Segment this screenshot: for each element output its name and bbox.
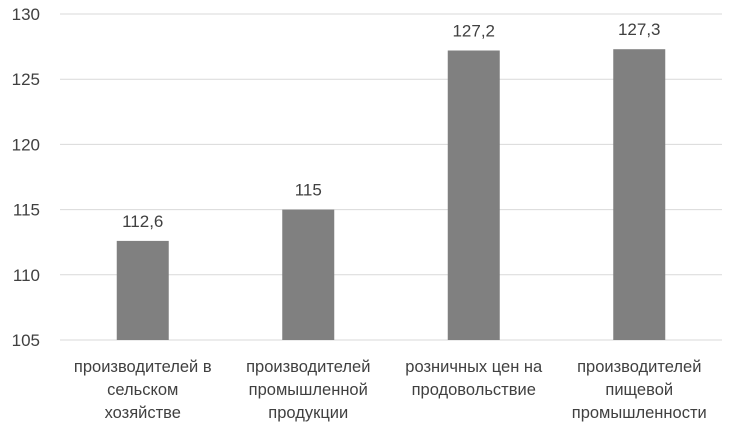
y-tick-label: 125: [12, 70, 40, 89]
y-tick-label: 115: [13, 201, 40, 220]
x-category-label: производителей пищевой промышленности: [572, 358, 707, 422]
category-labels: производителей в сельском хозяйстве произво…: [74, 358, 707, 422]
data-label: 127,3: [618, 20, 661, 39]
x-category-label: производителей в сельском хозяйстве: [74, 358, 212, 422]
data-label: 115: [295, 181, 322, 200]
bar: [447, 50, 500, 341]
data-label: 127,2: [452, 22, 495, 41]
data-labels: 112,6 115 127,2 127,3: [122, 20, 660, 231]
data-label: 112,6: [122, 212, 163, 231]
y-axis-ticks: 105 110 115 120 125 130: [12, 5, 40, 350]
bars: [116, 49, 666, 341]
x-category-label: розничных цен на продовольствие: [405, 358, 543, 399]
y-tick-label: 110: [13, 266, 40, 285]
gridlines: [60, 13, 722, 341]
bar: [282, 209, 335, 340]
y-tick-label: 120: [12, 135, 40, 154]
y-tick-label: 130: [12, 5, 40, 24]
x-category-label: производителей промышленной продукции: [246, 358, 370, 422]
bar: [613, 49, 666, 340]
y-tick-label: 105: [12, 331, 40, 350]
bar: [116, 240, 169, 340]
